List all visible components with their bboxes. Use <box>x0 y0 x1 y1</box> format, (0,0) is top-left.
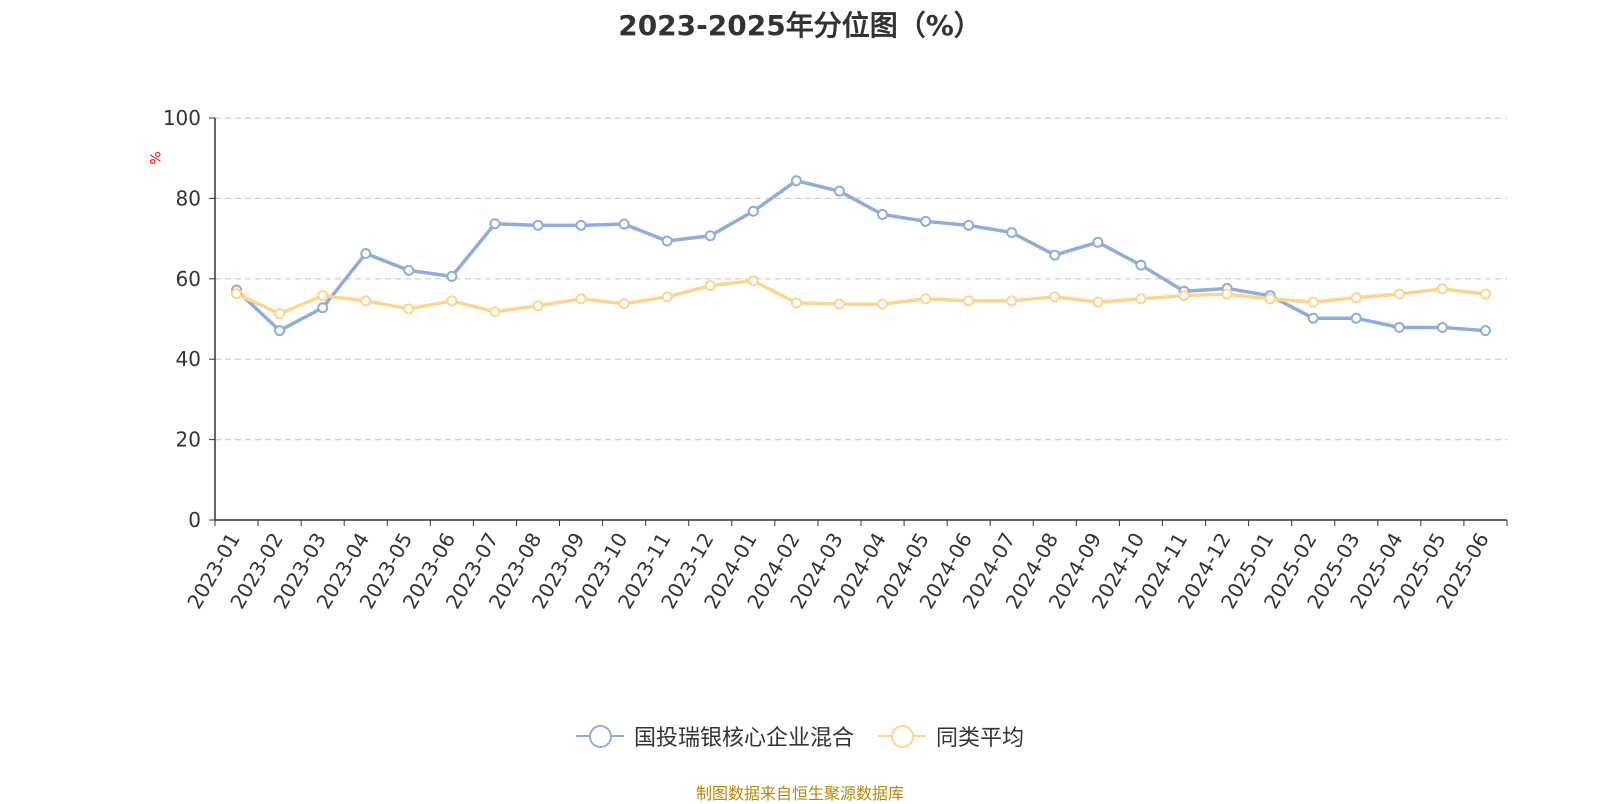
series-0-point <box>1092 236 1104 248</box>
series-0-point <box>489 218 501 230</box>
series-0-point <box>1436 321 1448 333</box>
series-1-point <box>489 306 501 318</box>
series-1-point <box>575 293 587 305</box>
series-0-point <box>317 302 329 314</box>
series-1-point <box>1436 283 1448 295</box>
legend-label: 国投瑞银核心企业混合 <box>633 726 854 751</box>
series-0-point <box>618 218 630 230</box>
series-1-point <box>274 308 286 320</box>
chart-title: 2023-2025年分位图（%） <box>618 9 982 42</box>
series-1-point <box>1178 290 1190 302</box>
series-1-point <box>1393 288 1405 300</box>
legend-label: 同类平均 <box>936 726 1025 751</box>
series-1-point <box>360 295 372 307</box>
y-tick-label: 100 <box>163 106 201 130</box>
series-1-point <box>1264 293 1276 305</box>
series-0-point <box>274 325 286 337</box>
series-0-point <box>1135 259 1147 271</box>
y-tick-label: 0 <box>188 508 201 532</box>
series-1-point <box>877 298 889 310</box>
series-0-point <box>1049 249 1061 261</box>
series-1-point <box>532 300 544 312</box>
series-1-point <box>661 291 673 303</box>
series-0-point <box>833 185 845 197</box>
series-1-point <box>1221 288 1233 300</box>
series-0-point <box>575 219 587 231</box>
series-1-point <box>1307 296 1319 308</box>
y-tick-label: 20 <box>176 428 201 452</box>
series-1-point <box>403 303 415 315</box>
series-0-point <box>877 208 889 220</box>
series-1-point <box>1350 292 1362 304</box>
series-1-point <box>317 290 329 302</box>
series-1-point <box>1049 291 1061 303</box>
y-tick-label: 40 <box>176 347 201 371</box>
legend-marker-icon <box>575 723 624 749</box>
series-1-point <box>747 275 759 287</box>
series-line-0 <box>235 178 1486 333</box>
legend-item-series-1[interactable]: 同类平均 <box>878 720 1024 752</box>
series-1-point <box>231 288 243 300</box>
legend-item-series-0[interactable]: 国投瑞银核心企业混合 <box>575 720 854 752</box>
series-1-point <box>1092 296 1104 308</box>
series-1-point <box>1135 293 1147 305</box>
series-1-point <box>704 280 716 292</box>
series-0-point <box>963 219 975 231</box>
legend-marker-icon <box>878 723 926 749</box>
series-0-point <box>532 219 544 231</box>
series-0-point <box>446 270 458 282</box>
series-0-point <box>747 205 759 217</box>
series-0-point <box>1006 227 1018 239</box>
series-0-point <box>1393 321 1405 333</box>
series-1-point <box>833 298 845 310</box>
source-note: 制图数据来自恒生聚源数据库 <box>695 784 904 803</box>
y-tick-label: 60 <box>176 267 201 291</box>
legend: 国投瑞银核心企业混合 同类平均 <box>0 720 1600 752</box>
series-0-point <box>360 247 372 259</box>
series-0-point <box>1479 325 1491 337</box>
line-chart: 0204060801002023-012023-022023-032023-04… <box>163 106 1508 613</box>
series-1-point <box>1006 295 1018 307</box>
series-0-point <box>920 215 932 227</box>
series-1-point <box>618 298 630 310</box>
series-1-point <box>963 295 975 307</box>
series-1-point <box>446 295 458 307</box>
series-1-point <box>920 293 932 305</box>
series-0-point <box>1350 312 1362 324</box>
series-0-point <box>1307 312 1319 324</box>
series-0-point <box>403 264 415 276</box>
y-tick-label: 80 <box>176 186 201 210</box>
series-line-1 <box>235 279 1486 316</box>
series-0-point <box>790 175 802 187</box>
series-0-point <box>661 235 673 247</box>
series-0-point <box>704 230 716 242</box>
series-1-point <box>790 297 802 309</box>
series-1-point <box>1479 288 1491 300</box>
